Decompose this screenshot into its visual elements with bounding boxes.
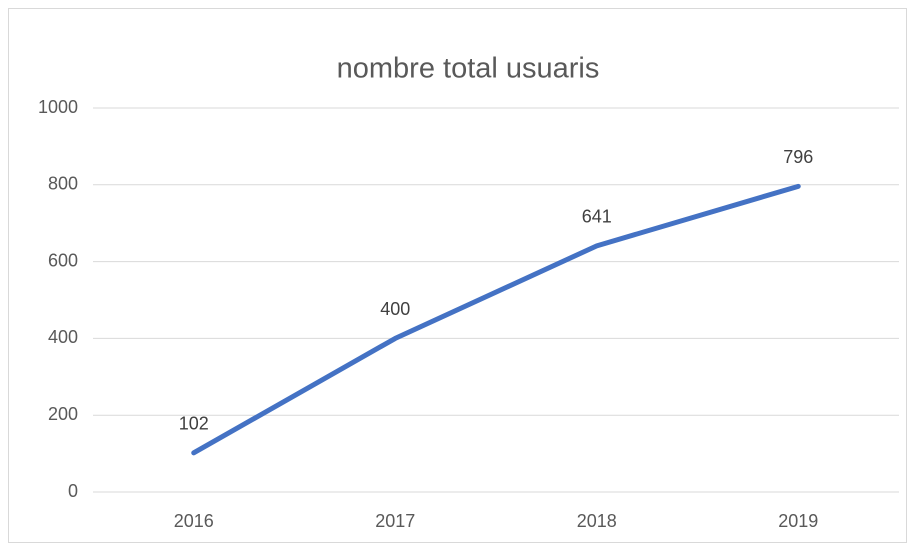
y-tick-label: 800 <box>48 174 78 194</box>
y-tick-label: 1000 <box>38 97 78 117</box>
x-tick-label: 2016 <box>174 511 214 531</box>
y-tick-label: 400 <box>48 327 78 347</box>
y-tick-label: 600 <box>48 250 78 270</box>
chart-frame <box>8 8 907 543</box>
data-label: 796 <box>783 147 813 167</box>
y-tick-label: 0 <box>68 481 78 501</box>
x-tick-label: 2018 <box>577 511 617 531</box>
data-line <box>191 183 801 456</box>
y-tick-label: 200 <box>48 404 78 424</box>
data-label: 641 <box>582 207 612 227</box>
data-label: 400 <box>380 299 410 319</box>
x-tick-label: 2019 <box>778 511 818 531</box>
chart-title: nombre total usuaris <box>337 53 600 85</box>
x-tick-label: 2017 <box>375 511 415 531</box>
data-label: 102 <box>179 414 209 434</box>
